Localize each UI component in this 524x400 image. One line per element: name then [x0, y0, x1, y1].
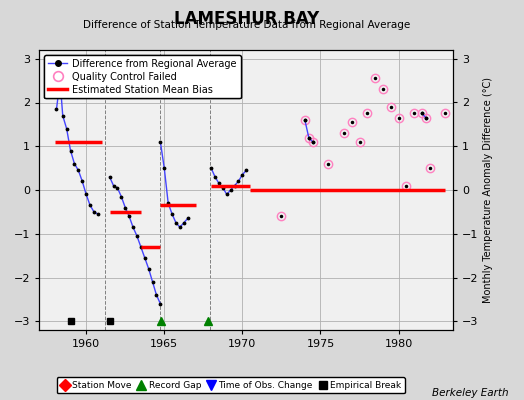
Text: Berkeley Earth: Berkeley Earth [432, 388, 508, 398]
Text: LAMESHUR BAY: LAMESHUR BAY [173, 10, 319, 28]
Legend: Station Move, Record Gap, Time of Obs. Change, Empirical Break: Station Move, Record Gap, Time of Obs. C… [57, 377, 405, 394]
Legend: Difference from Regional Average, Quality Control Failed, Estimated Station Mean: Difference from Regional Average, Qualit… [44, 55, 241, 98]
Y-axis label: Monthly Temperature Anomaly Difference (°C): Monthly Temperature Anomaly Difference (… [483, 77, 493, 303]
Text: Difference of Station Temperature Data from Regional Average: Difference of Station Temperature Data f… [83, 20, 410, 30]
